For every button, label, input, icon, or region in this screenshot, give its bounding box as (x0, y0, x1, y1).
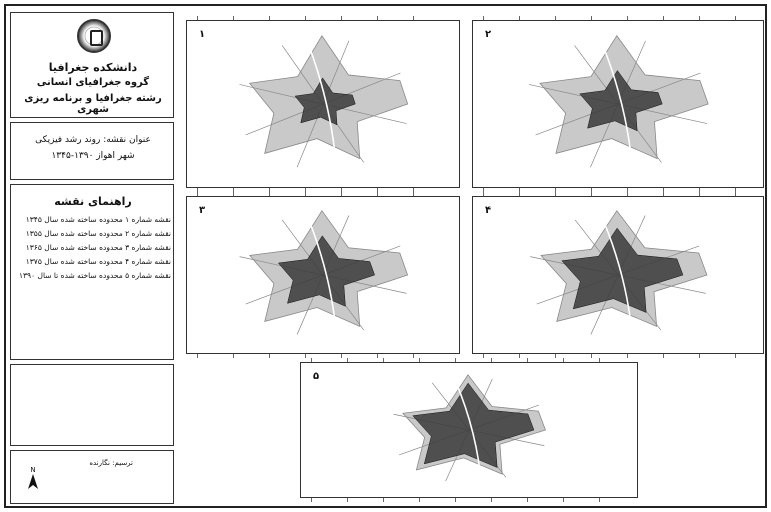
river-line (303, 209, 338, 341)
field-name: رشته جغرافیا و برنامه ریزی شهری (24, 93, 162, 115)
map-panel-2: ۲ (472, 16, 764, 192)
map-number: ۱ (199, 29, 206, 40)
built-up-area (561, 227, 684, 313)
legend-row: نقشه شماره ۳ محدوده ساخته شده سال ۱۳۶۵ (25, 243, 171, 252)
map-legend: راهنمای نقشه نقشه شماره ۱ محدوده ساخته ش… (10, 184, 174, 360)
built-up-area (412, 382, 535, 468)
map-title-box: عنوان نقشه: روند رشد فیزیکی شهر اهواز ۱۳… (10, 122, 174, 180)
map-panel-4: ۴ (472, 192, 764, 358)
legend-row: نقشه شماره ۱ محدوده ساخته شده سال ۱۳۴۵ (25, 215, 171, 224)
map-panel-5: ۵ (300, 358, 638, 502)
river-line (451, 373, 483, 487)
map-sheet (4, 4, 767, 508)
institution-header: دانشکده جغرافیا گروه جغرافیای انسانی رشت… (10, 12, 174, 118)
map-panel-1: ۱ (186, 16, 460, 192)
city-map (239, 33, 409, 174)
city-map (528, 33, 709, 174)
built-up-area (277, 235, 375, 307)
city-map (239, 209, 409, 341)
legend-row: نقشه شماره ۵ محدوده ساخته شده تا سال ۱۳۹… (18, 271, 171, 280)
north-arrow-icon: N (28, 466, 38, 489)
blank-panel (10, 364, 174, 446)
river-line (597, 209, 634, 341)
map-panel-3: ۳ (186, 192, 460, 358)
river-line (597, 33, 634, 174)
credit-label: ترسیم: نگارنده (89, 459, 133, 467)
city-map (530, 209, 708, 341)
map-number: ۲ (485, 29, 492, 40)
map-number: ۵ (313, 371, 320, 382)
legend-title: راهنمای نقشه (54, 195, 132, 208)
legend-row: نقشه شماره ۴ محدوده ساخته شده سال ۱۳۷۵ (25, 257, 171, 266)
city-map (393, 373, 546, 487)
svg-text:N: N (30, 466, 35, 474)
map-info-column: دانشکده جغرافیا گروه جغرافیای انسانی رشت… (10, 12, 174, 504)
map-number: ۳ (199, 205, 206, 216)
map-number: ۴ (485, 205, 492, 216)
faculty-name: دانشکده جغرافیا (48, 61, 138, 74)
university-seal (77, 19, 111, 53)
river-line (303, 33, 338, 174)
department-name: گروه جغرافیای انسانی (36, 77, 150, 88)
credits-panel: ترسیم: نگارنده N (10, 450, 174, 504)
map-title: عنوان نقشه: روند رشد فیزیکی (35, 135, 151, 145)
map-subtitle: شهر اهواز ۱۳۹۰-۱۳۴۵ (51, 151, 135, 161)
legend-row: نقشه شماره ۲ محدوده ساخته شده سال ۱۳۵۵ (25, 229, 171, 238)
